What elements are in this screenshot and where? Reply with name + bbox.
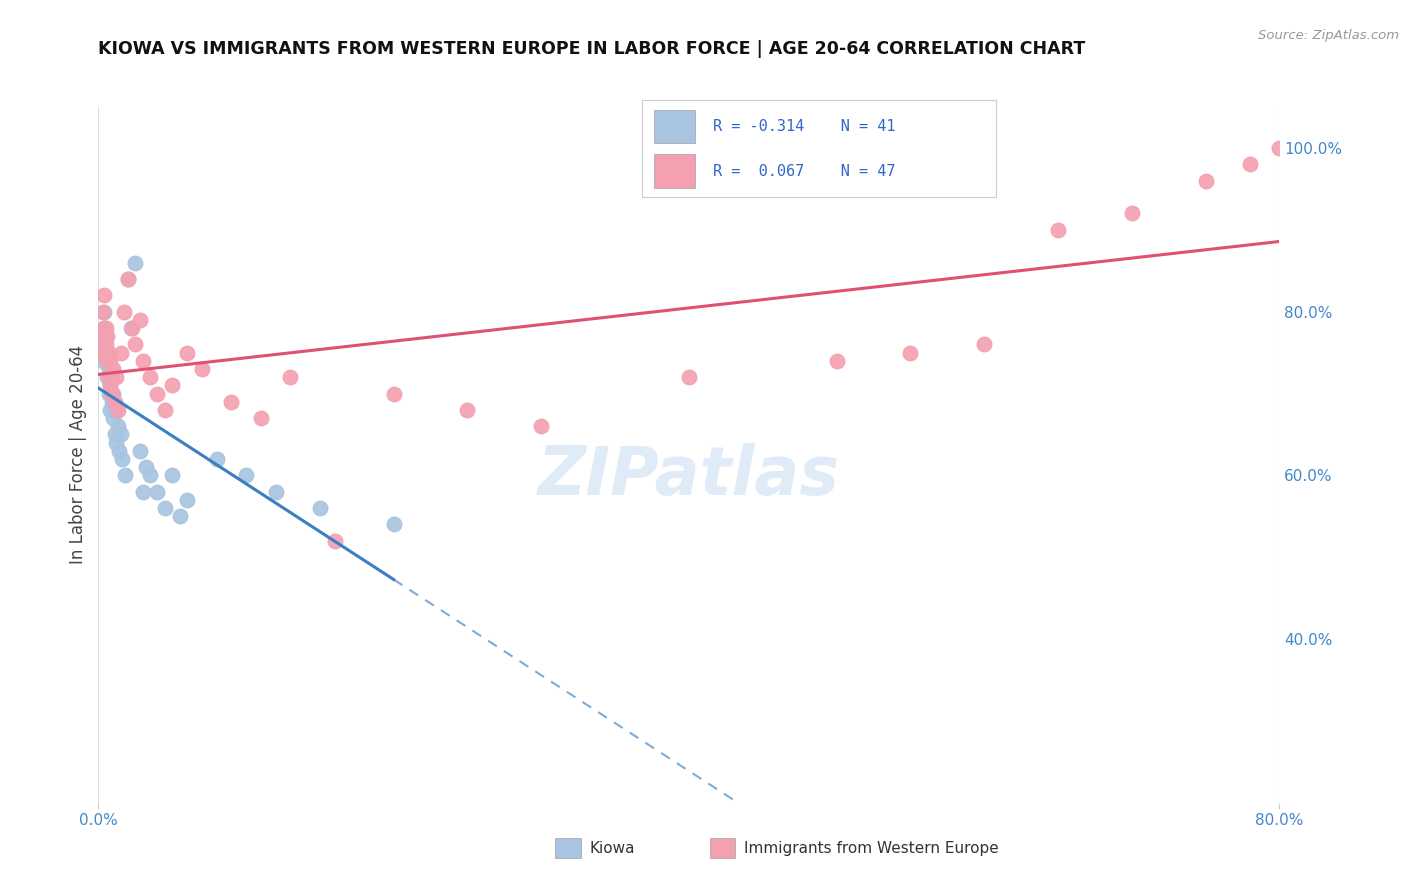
Point <box>139 370 162 384</box>
Point <box>825 353 848 368</box>
Y-axis label: In Labor Force | Age 20-64: In Labor Force | Age 20-64 <box>69 345 87 565</box>
Point <box>107 403 129 417</box>
Point <box>94 321 117 335</box>
Text: ZIPatlas: ZIPatlas <box>538 442 839 508</box>
Point <box>97 345 120 359</box>
Point <box>108 443 131 458</box>
Point <box>96 353 118 368</box>
Bar <box>654 154 695 187</box>
Point <box>94 329 117 343</box>
Point <box>94 345 117 359</box>
Point <box>100 370 122 384</box>
Point <box>117 272 139 286</box>
Point <box>107 419 129 434</box>
Point <box>1046 223 1069 237</box>
Point <box>678 370 700 384</box>
Point <box>132 353 155 368</box>
Point <box>93 321 115 335</box>
Point <box>278 370 302 384</box>
Point <box>111 452 134 467</box>
Point <box>121 321 143 335</box>
Point <box>96 370 118 384</box>
Point <box>103 362 125 376</box>
Point <box>96 329 118 343</box>
Point <box>162 468 183 483</box>
Point <box>114 468 136 483</box>
Point <box>97 386 120 401</box>
Point <box>205 452 228 467</box>
Point <box>96 353 118 368</box>
Point <box>98 378 121 392</box>
Point <box>1195 174 1218 188</box>
Point <box>1268 141 1291 155</box>
Point <box>169 509 191 524</box>
Point <box>382 386 405 401</box>
Point <box>100 386 122 401</box>
Point <box>97 370 120 384</box>
Point <box>1239 157 1261 171</box>
Point <box>135 460 157 475</box>
Point <box>91 353 114 368</box>
Point <box>105 435 128 450</box>
Text: R = -0.314    N = 41: R = -0.314 N = 41 <box>713 119 896 134</box>
Point <box>98 403 121 417</box>
Point <box>139 468 162 483</box>
Point <box>250 411 273 425</box>
Point <box>103 411 125 425</box>
Point <box>103 386 125 401</box>
Point <box>382 517 405 532</box>
Point <box>98 378 121 392</box>
Point <box>128 443 150 458</box>
Point <box>93 321 115 335</box>
Point <box>112 304 135 318</box>
Point <box>191 362 214 376</box>
Point <box>100 394 122 409</box>
Point <box>162 378 183 392</box>
Bar <box>654 110 695 143</box>
Text: R =  0.067    N = 47: R = 0.067 N = 47 <box>713 163 896 178</box>
Point <box>98 353 121 368</box>
Point <box>146 484 169 499</box>
Point <box>309 501 332 516</box>
Point <box>105 370 128 384</box>
Point <box>117 272 139 286</box>
Point <box>264 484 287 499</box>
Text: Immigrants from Western Europe: Immigrants from Western Europe <box>744 841 998 855</box>
Point <box>146 386 169 401</box>
Point <box>132 484 155 499</box>
Point <box>1121 206 1143 220</box>
Point <box>176 345 198 359</box>
Point <box>104 427 127 442</box>
Point <box>89 329 111 343</box>
Point <box>97 362 120 376</box>
Point <box>235 468 257 483</box>
Text: Source: ZipAtlas.com: Source: ZipAtlas.com <box>1258 29 1399 42</box>
Point <box>93 304 115 318</box>
Point <box>323 533 346 548</box>
Point <box>900 345 922 359</box>
Point <box>110 427 132 442</box>
Point <box>104 394 127 409</box>
Point <box>110 345 132 359</box>
Point <box>973 337 995 351</box>
Point <box>120 321 142 335</box>
Point <box>91 304 114 318</box>
Point <box>176 492 198 507</box>
Point <box>90 345 112 359</box>
Point <box>90 337 112 351</box>
Point <box>153 501 176 516</box>
Point <box>104 403 127 417</box>
Text: Kiowa: Kiowa <box>589 841 634 855</box>
Point <box>94 337 117 351</box>
Text: KIOWA VS IMMIGRANTS FROM WESTERN EUROPE IN LABOR FORCE | AGE 20-64 CORRELATION C: KIOWA VS IMMIGRANTS FROM WESTERN EUROPE … <box>98 40 1085 58</box>
FancyBboxPatch shape <box>641 100 995 197</box>
Point <box>124 337 146 351</box>
Point <box>93 288 115 302</box>
Point <box>124 255 146 269</box>
Point <box>530 419 553 434</box>
Point <box>128 313 150 327</box>
Point <box>153 403 176 417</box>
Point <box>456 403 478 417</box>
Point <box>219 394 242 409</box>
